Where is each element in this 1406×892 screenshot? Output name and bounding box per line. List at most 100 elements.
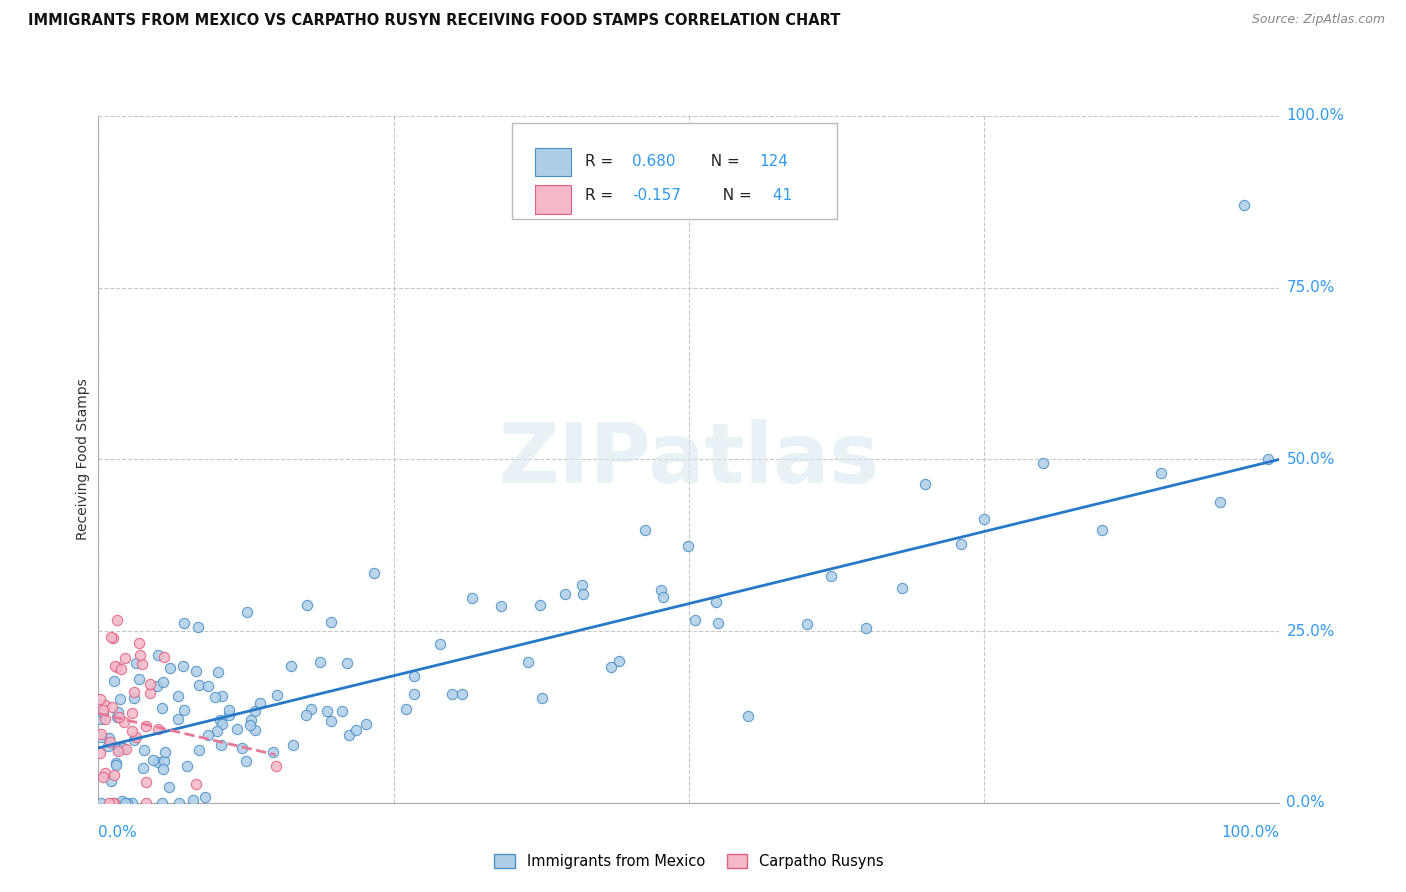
Point [451,687,474,701]
Point [489,599,512,613]
Point [208,713,231,727]
Point [262,745,284,759]
Point [107,744,129,758]
Text: 100.0%: 100.0% [1286,109,1344,123]
Point [650,582,672,597]
Point [264,759,287,773]
Point [301,702,323,716]
Text: 25.0%: 25.0% [1286,624,1334,639]
Point [197,680,219,694]
Point [89,746,111,760]
Point [167,796,190,810]
Point [737,709,759,723]
Point [461,591,484,605]
Point [949,536,972,550]
Point [97,796,120,810]
Point [146,755,169,769]
Point [111,794,134,808]
Point [354,717,377,731]
Point [124,656,146,670]
Point [153,650,176,665]
Point [114,741,136,756]
Point [135,775,157,789]
Point [600,659,623,673]
Point [796,616,818,631]
Point [197,728,219,742]
Point [107,613,129,627]
Point [138,686,160,700]
Point [93,698,115,713]
Y-axis label: Receiving Food Stamps: Receiving Food Stamps [76,378,90,541]
Point [105,709,128,723]
Point [395,702,418,716]
Point [135,718,157,732]
Point [146,648,169,662]
Point [103,768,125,782]
Point [105,756,128,770]
Point [152,763,174,777]
Point [128,672,150,686]
Point [280,658,302,673]
Point [128,635,150,649]
Point [105,660,128,674]
Point [321,615,343,629]
Point [187,620,209,634]
Point [101,700,124,714]
Point [101,631,124,645]
FancyBboxPatch shape [512,123,837,219]
Point [131,657,153,671]
Point [159,660,181,674]
Point [122,733,145,747]
Point [114,796,136,810]
Point [207,665,229,679]
Point [429,637,451,651]
Point [914,476,936,491]
Point [188,743,211,757]
Point [110,662,132,676]
Point [245,704,267,718]
Point [103,673,125,688]
Text: IMMIGRANTS FROM MEXICO VS CARPATHO RUSYN RECEIVING FOOD STAMPS CORRELATION CHART: IMMIGRANTS FROM MEXICO VS CARPATHO RUSYN… [28,13,841,29]
Bar [536,185,571,214]
Point [1091,523,1114,537]
Point [239,713,262,727]
Point [239,718,262,732]
Text: N =: N = [700,154,744,169]
Point [204,690,226,705]
Point [121,796,143,810]
Point [209,738,232,752]
Point [173,615,195,630]
Point [281,738,304,752]
Point [316,704,339,718]
Point [266,688,288,702]
Point [114,651,136,665]
Point [103,796,125,810]
Point [855,621,877,635]
Text: 100.0%: 100.0% [1222,825,1279,840]
Point [295,598,318,612]
Point [1150,467,1173,481]
Text: 50.0%: 50.0% [1286,452,1334,467]
Point [308,655,330,669]
Point [142,753,165,767]
Point [107,742,129,756]
Text: 0.0%: 0.0% [1286,796,1326,810]
Bar [536,147,571,177]
Point [235,754,257,768]
Point [124,685,146,699]
Point [336,656,359,670]
Point [402,669,425,683]
Point [166,689,188,703]
Text: N =: N = [713,188,756,203]
Point [218,703,240,717]
Point [132,761,155,775]
Point [205,723,228,738]
Point [112,714,135,729]
Point [90,730,112,744]
Point [572,586,595,600]
Point [152,674,174,689]
Point [194,790,217,805]
Point [1233,198,1256,212]
Point [249,696,271,710]
Point [153,754,176,768]
